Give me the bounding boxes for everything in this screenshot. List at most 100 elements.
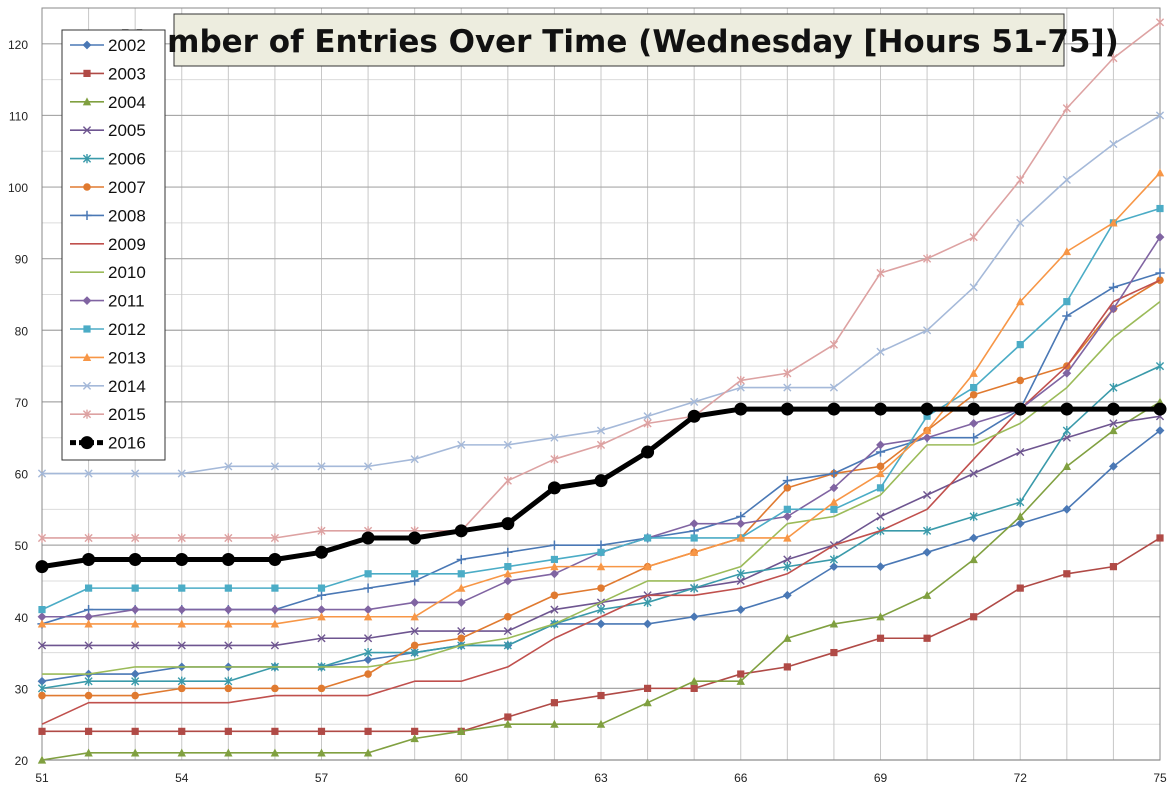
y-tick-label: 80 (15, 324, 29, 338)
data-point (922, 426, 932, 435)
data-point (410, 576, 420, 586)
y-tick-label: 90 (15, 253, 29, 267)
tick-labels: 20 30 40 50 60 70 80 90 100 110 120 51 54 57 60 63 66 69 7… (8, 38, 1167, 785)
data-point (829, 483, 839, 493)
data-point (643, 534, 652, 542)
data-point (596, 426, 606, 435)
data-point (271, 727, 279, 735)
data-point (1109, 426, 1118, 435)
x-tick-label: 66 (734, 771, 748, 785)
data-point (364, 670, 372, 678)
data-point (969, 433, 979, 443)
data-point (1108, 282, 1119, 292)
data-point (224, 676, 233, 686)
legend-item-2009: 2009 (70, 235, 146, 254)
data-point (456, 554, 466, 565)
data-point (503, 719, 513, 728)
legend-item-2012: 2012 (70, 320, 146, 339)
data-point (178, 727, 186, 735)
data-point (1062, 175, 1071, 184)
data-point (84, 748, 93, 757)
data-point (830, 505, 838, 513)
data-point (317, 684, 326, 693)
data-point (1109, 563, 1118, 571)
data-point (1109, 382, 1118, 393)
data-point (596, 562, 606, 571)
legend-label: 2006 (108, 150, 146, 169)
data-point (922, 254, 932, 264)
data-point (969, 390, 978, 399)
data-point (457, 726, 466, 735)
legend-label: 2005 (108, 121, 146, 140)
data-point (1156, 204, 1164, 213)
data-point (783, 383, 792, 392)
data-point (1155, 361, 1165, 371)
legend-item-2015: 2015 (70, 405, 146, 424)
data-point (410, 641, 419, 650)
data-point (550, 591, 559, 600)
data-point (969, 533, 979, 543)
data-point (1016, 376, 1025, 385)
data-point (689, 519, 699, 529)
data-point (829, 340, 839, 350)
legend-item-2014: 2014 (70, 377, 146, 396)
data-point (827, 402, 841, 416)
data-point (84, 619, 93, 628)
data-point (643, 619, 652, 629)
series-2013 (37, 168, 1165, 628)
data-point (547, 481, 561, 495)
series-2016 (35, 402, 1167, 574)
data-point (316, 590, 327, 600)
data-point (131, 676, 140, 686)
data-point (876, 268, 885, 278)
data-point (363, 583, 373, 593)
data-point (550, 719, 559, 728)
data-point (782, 590, 792, 600)
data-point (923, 412, 931, 420)
legend-item-2004: 2004 (70, 93, 146, 112)
data-point (876, 462, 885, 471)
data-point (224, 584, 232, 592)
data-point (1155, 168, 1165, 177)
data-point (128, 552, 142, 566)
x-tick-label: 51 (35, 771, 49, 785)
data-point (922, 547, 932, 557)
legend-item-2007: 2007 (70, 178, 146, 197)
y-tick-label: 120 (8, 38, 28, 52)
data-point (969, 469, 978, 478)
data-point (829, 554, 839, 565)
data-point (1109, 218, 1118, 227)
data-point (223, 605, 233, 614)
data-point (1109, 304, 1118, 314)
data-point (1155, 232, 1165, 242)
data-point (131, 727, 139, 735)
data-point (690, 534, 698, 542)
series-2004 (37, 397, 1165, 764)
y-tick-label: 60 (15, 468, 29, 482)
chart-title: Number of Entries Over Time (Wednesday [… (119, 13, 1119, 67)
data-point (410, 598, 420, 607)
data-point (410, 626, 419, 636)
data-point (736, 605, 746, 614)
data-point (411, 570, 419, 578)
legend-item-2010: 2010 (70, 263, 146, 282)
data-point (1016, 218, 1025, 227)
legend-label: 2011 (108, 292, 145, 311)
data-point (596, 440, 606, 450)
legend-item-2006: 2006 (70, 150, 146, 169)
data-point (270, 462, 280, 471)
data-point (410, 455, 419, 464)
x-tick-label: 75 (1153, 771, 1167, 785)
data-point (410, 734, 419, 743)
data-point (1016, 341, 1024, 349)
data-point (736, 533, 745, 542)
data-point (363, 634, 373, 643)
legend-label: 2013 (108, 348, 146, 367)
data-point (969, 511, 978, 522)
data-point (271, 684, 279, 693)
legend-label: 2004 (108, 93, 146, 112)
data-point (131, 691, 139, 700)
data-point (969, 418, 979, 428)
data-point (1016, 497, 1025, 507)
data-point (84, 612, 93, 622)
